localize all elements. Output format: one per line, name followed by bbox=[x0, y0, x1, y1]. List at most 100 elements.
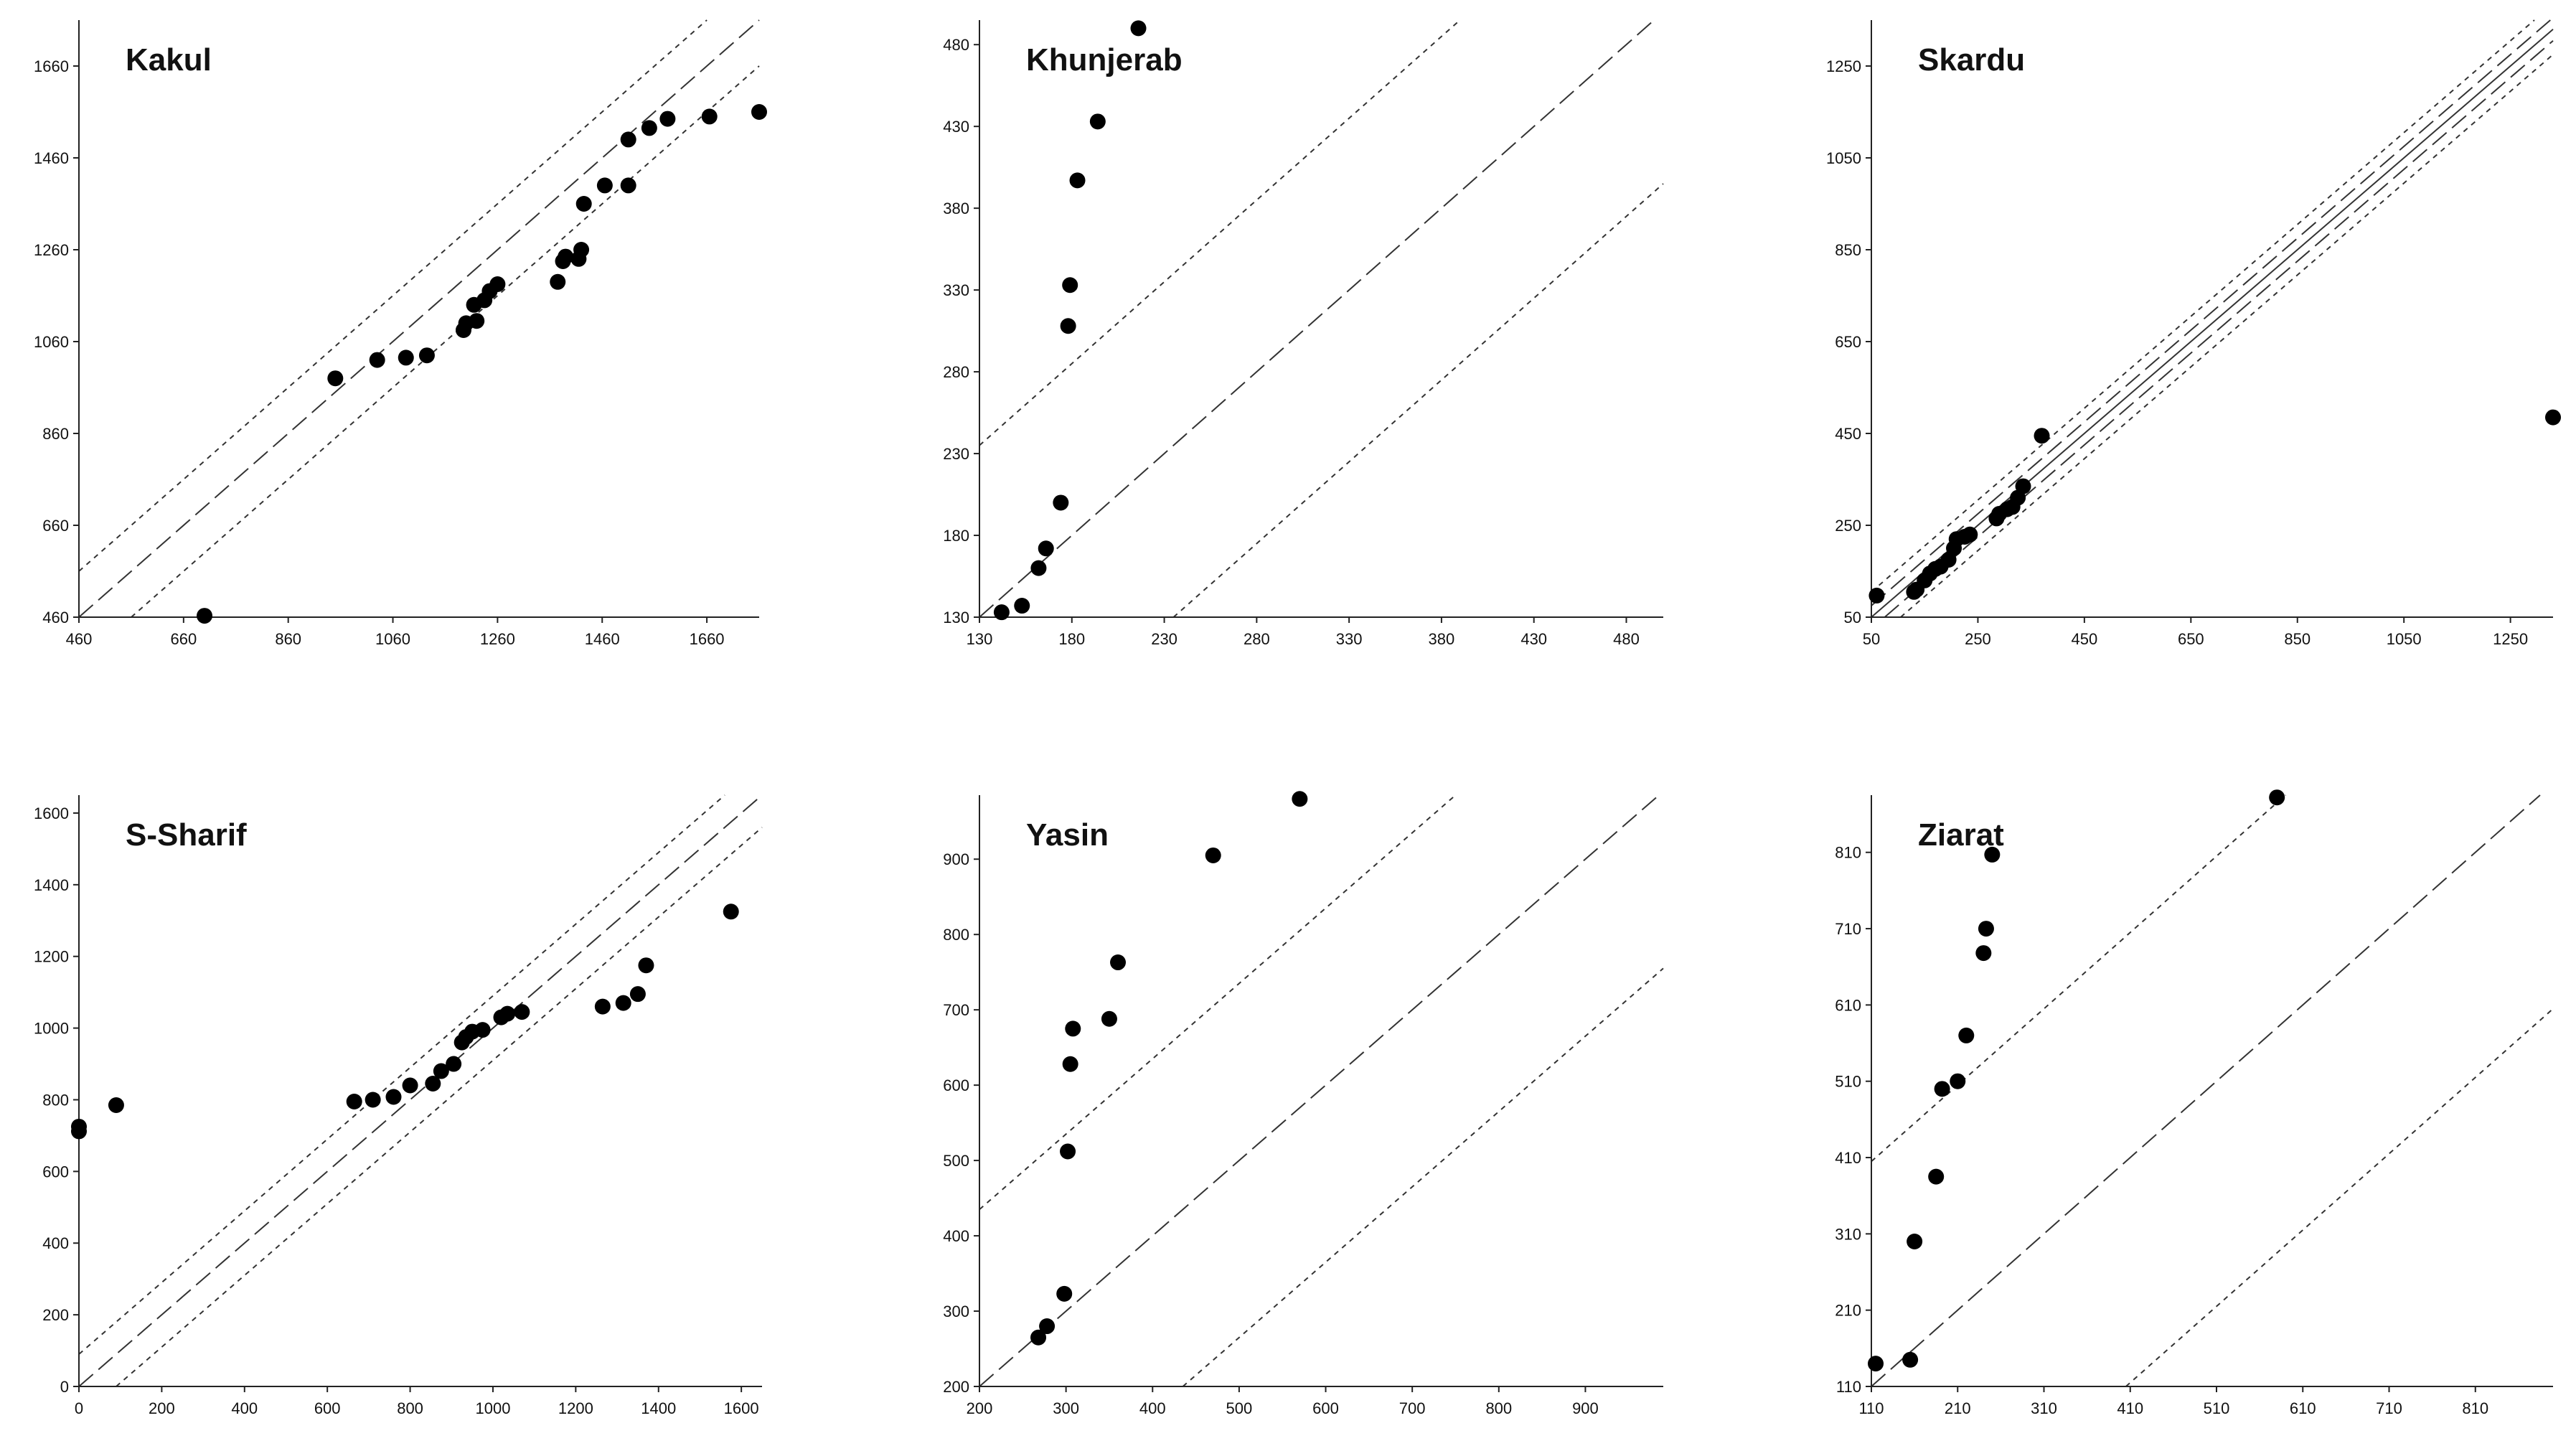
y-tick-label: 430 bbox=[943, 118, 969, 136]
data-point bbox=[1902, 1351, 1919, 1368]
x-tick-label: 0 bbox=[75, 1399, 83, 1417]
y-tick-label: 50 bbox=[1844, 609, 1861, 626]
data-point bbox=[1958, 1027, 1975, 1043]
reference-line-1-1 bbox=[1871, 29, 2554, 618]
y-tick-label: 1460 bbox=[34, 149, 69, 167]
data-point bbox=[558, 248, 574, 265]
y-tick-label: 500 bbox=[943, 1152, 969, 1170]
panel-kakul: 460 660 860 1060 1260 1460 1660 460 660 860 1060 12… bbox=[34, 19, 767, 648]
reference-line-1-1 bbox=[78, 19, 760, 618]
reference-line-upper-bound bbox=[78, 794, 725, 1355]
data-point bbox=[615, 995, 631, 1011]
data-point bbox=[751, 104, 767, 120]
x-tick-label: 600 bbox=[1312, 1399, 1339, 1417]
y-tick-label: 1200 bbox=[34, 948, 69, 966]
data-point bbox=[1868, 587, 1885, 604]
reference-line-upper-bound-outer bbox=[1871, 19, 2535, 593]
x-tick-label: 1260 bbox=[480, 630, 515, 648]
data-point bbox=[2015, 478, 2031, 494]
panel-title: Kakul bbox=[126, 42, 212, 78]
data-point bbox=[469, 313, 485, 329]
data-point bbox=[197, 608, 213, 624]
x-tick-label: 450 bbox=[2072, 630, 2098, 648]
x-tick-label: 460 bbox=[66, 630, 93, 648]
data-point bbox=[1060, 1143, 1076, 1160]
panel-khunjerab: 130 180 230 280 330 380 430 480 130 180 230 280 330 3… bbox=[943, 19, 1664, 648]
y-tick-label: 900 bbox=[943, 850, 969, 868]
panel-ziarat: 110 210 310 410 510 610 710 810 110 210 310 410 510 6… bbox=[1835, 789, 2554, 1417]
y-tick-label: 800 bbox=[943, 926, 969, 944]
reference-line-upper-bound bbox=[979, 794, 1457, 1211]
data-point bbox=[108, 1097, 124, 1113]
data-point bbox=[1038, 540, 1054, 557]
data-point bbox=[1130, 20, 1147, 37]
reference-line-1-1 bbox=[979, 19, 1655, 618]
panel-yasin: 200 300 400 500 600 700 800 900 200 300 400 500 600 7… bbox=[943, 791, 1664, 1417]
reference-line-1-1 bbox=[78, 794, 763, 1387]
data-point bbox=[474, 1022, 491, 1038]
reference-line-lower-bound bbox=[131, 65, 760, 618]
y-tick-label: 480 bbox=[943, 36, 969, 54]
y-tick-label: 0 bbox=[60, 1378, 69, 1396]
y-tick-label: 400 bbox=[42, 1234, 69, 1252]
y-tick-label: 1000 bbox=[34, 1020, 69, 1038]
reference-line-upper-bound bbox=[1871, 794, 2286, 1163]
data-point bbox=[369, 352, 385, 368]
reference-line-lower-bound bbox=[1182, 967, 1664, 1387]
y-tick-label: 450 bbox=[1835, 425, 1861, 443]
x-tick-label: 660 bbox=[170, 630, 197, 648]
y-tick-label: 230 bbox=[943, 445, 969, 463]
x-tick-label: 850 bbox=[2284, 630, 2311, 648]
data-point bbox=[71, 1118, 87, 1135]
data-point bbox=[1065, 1020, 1081, 1037]
data-point bbox=[1101, 1010, 1117, 1027]
y-tick-label: 380 bbox=[943, 200, 969, 217]
reference-line-lower-bound-inner bbox=[1884, 40, 2554, 618]
y-tick-label: 1660 bbox=[34, 57, 69, 75]
data-point bbox=[659, 111, 676, 127]
x-tick-label: 310 bbox=[2031, 1399, 2057, 1417]
y-tick-label: 250 bbox=[1835, 517, 1861, 535]
x-tick-label: 1600 bbox=[724, 1399, 759, 1417]
reference-line-lower-bound bbox=[116, 827, 763, 1387]
x-tick-label: 710 bbox=[2376, 1399, 2402, 1417]
x-tick-label: 1000 bbox=[475, 1399, 510, 1417]
y-tick-label: 1260 bbox=[34, 241, 69, 259]
data-point bbox=[723, 903, 739, 920]
x-tick-label: 810 bbox=[2462, 1399, 2488, 1417]
y-tick-label: 1050 bbox=[1826, 149, 1861, 167]
x-tick-label: 600 bbox=[314, 1399, 341, 1417]
data-point bbox=[446, 1056, 462, 1072]
data-point bbox=[1060, 318, 1076, 334]
y-tick-label: 1060 bbox=[34, 333, 69, 351]
panel-s-sharif: 0 200 400 600 800 1000 1200 1400 1600 0 200 400 600 8… bbox=[34, 794, 763, 1417]
data-point bbox=[1962, 526, 1978, 543]
panel-skardu: 50 250 450 650 850 1050 1250 50 250 450 650 850 1050… bbox=[1826, 19, 2561, 648]
y-tick-label: 400 bbox=[943, 1227, 969, 1245]
panel-title: Ziarat bbox=[1918, 817, 2004, 853]
panel-title: Khunjerab bbox=[1026, 42, 1183, 78]
panel-title: Yasin bbox=[1026, 817, 1109, 853]
data-point bbox=[1984, 846, 2001, 863]
y-tick-label: 1250 bbox=[1826, 57, 1861, 75]
data-point bbox=[620, 131, 636, 148]
x-tick-label: 280 bbox=[1244, 630, 1270, 648]
x-tick-label: 1060 bbox=[375, 630, 410, 648]
y-tick-label: 710 bbox=[1835, 920, 1861, 938]
data-point bbox=[1907, 1233, 1923, 1249]
data-point bbox=[385, 1089, 402, 1105]
y-tick-label: 660 bbox=[42, 517, 69, 535]
data-point bbox=[514, 1004, 530, 1020]
data-point bbox=[641, 120, 657, 136]
data-point bbox=[1934, 1081, 1950, 1097]
data-point bbox=[620, 177, 636, 194]
x-tick-label: 1250 bbox=[2493, 630, 2528, 648]
x-tick-label: 610 bbox=[2290, 1399, 2316, 1417]
y-tick-label: 200 bbox=[42, 1306, 69, 1324]
y-tick-label: 280 bbox=[943, 363, 969, 381]
y-tick-label: 600 bbox=[943, 1076, 969, 1094]
y-tick-label: 810 bbox=[1835, 844, 1861, 862]
y-tick-label: 210 bbox=[1835, 1302, 1861, 1320]
x-tick-label: 50 bbox=[1863, 630, 1880, 648]
x-tick-label: 130 bbox=[967, 630, 993, 648]
